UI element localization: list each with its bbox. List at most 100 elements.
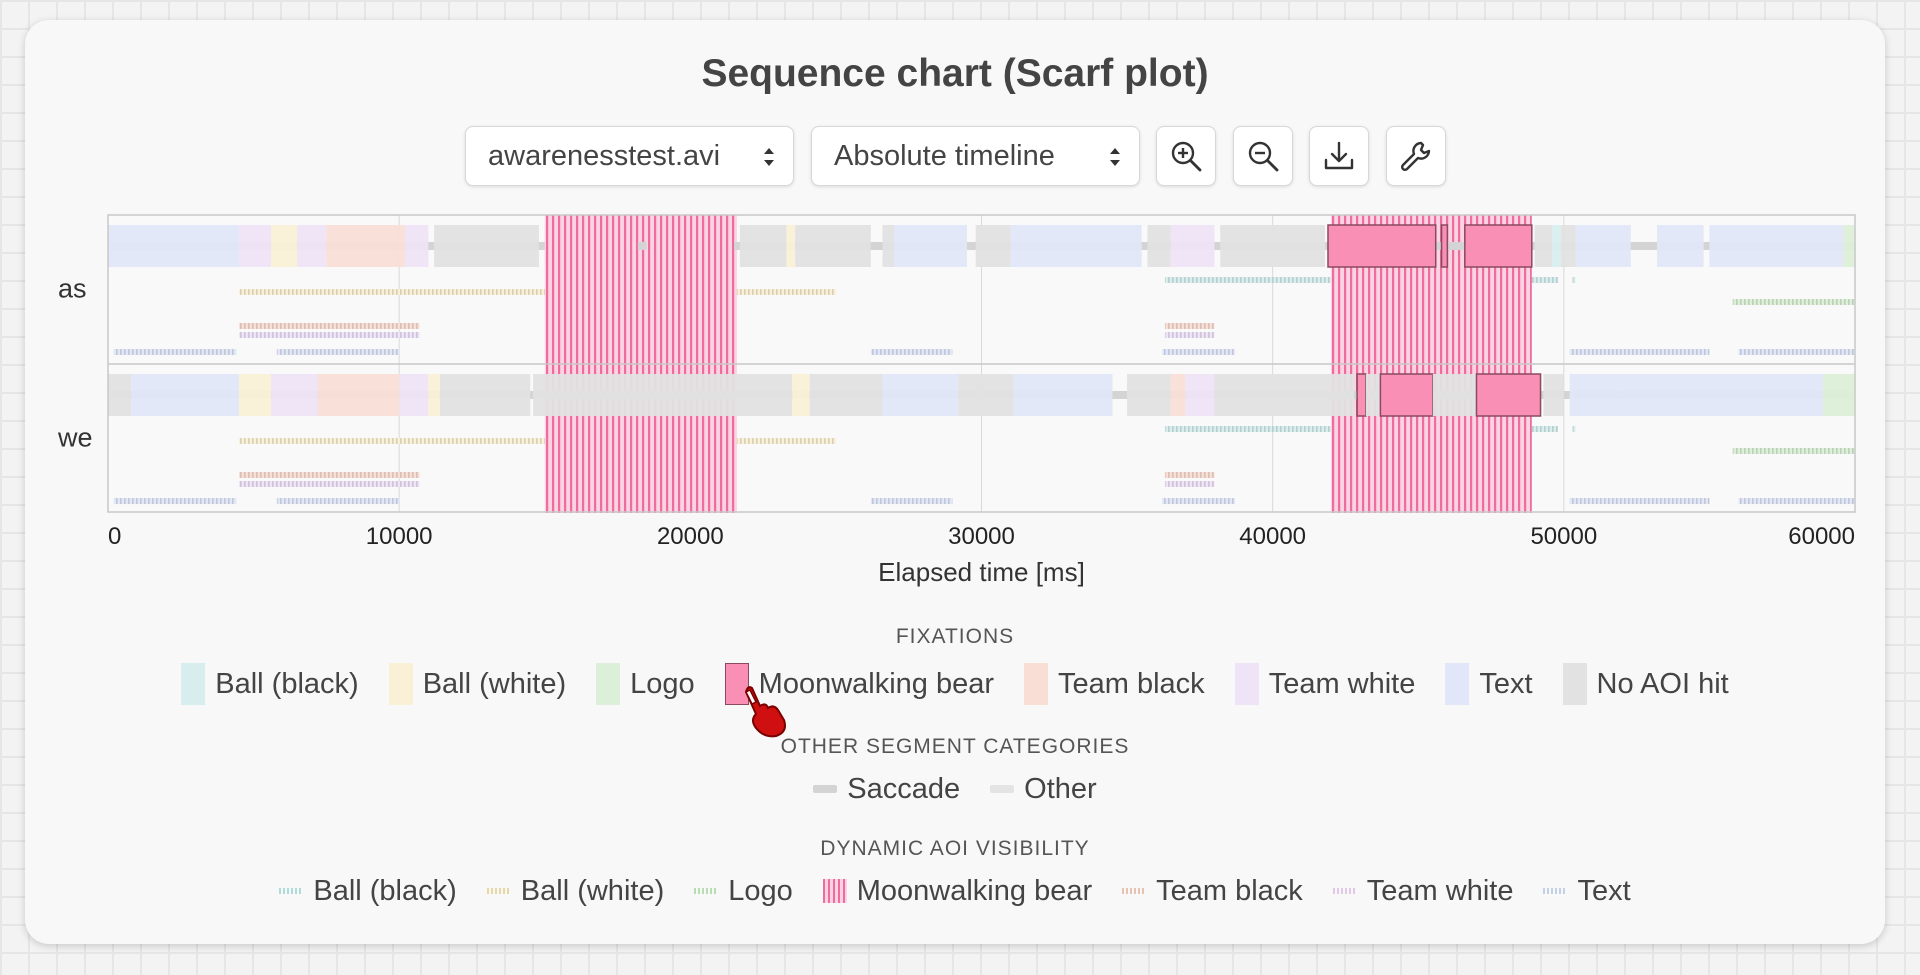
legend-swatch bbox=[486, 888, 511, 894]
legend-visibility-moonwalking-bear[interactable]: Moonwalking bear bbox=[822, 874, 1093, 908]
fixation-no-aoi bbox=[1214, 374, 1355, 416]
download-icon bbox=[1324, 141, 1354, 170]
legend-other-other[interactable]: Other bbox=[990, 773, 1097, 806]
fixation-team-white bbox=[271, 374, 318, 416]
legend-label: Saccade bbox=[847, 772, 961, 805]
fixation-no-aoi bbox=[739, 225, 787, 267]
fixation-no-aoi bbox=[1127, 374, 1171, 416]
fixation-text bbox=[1709, 225, 1844, 267]
fixation-text bbox=[1013, 374, 1113, 416]
x-tick-label: 20000 bbox=[657, 523, 724, 550]
legend-fixation-ball-black[interactable]: Ball (black) bbox=[181, 663, 359, 705]
legend-visibility-logo[interactable]: Logo bbox=[694, 875, 793, 908]
legend-swatch bbox=[1445, 663, 1470, 705]
fixation-no-aoi bbox=[1534, 225, 1553, 267]
legend-fixation-team-black[interactable]: Team black bbox=[1024, 663, 1205, 705]
zoom-out-icon bbox=[1248, 141, 1279, 172]
legend-swatch bbox=[822, 879, 847, 903]
fixation-moonwalking-bear bbox=[1475, 373, 1542, 417]
fixation-ball-white bbox=[271, 225, 298, 267]
x-axis-label: Elapsed time [ms] bbox=[878, 557, 1085, 587]
participant-label: as bbox=[58, 274, 87, 304]
legend-visibility-ball-white[interactable]: Ball (white) bbox=[486, 874, 665, 908]
legend-visibility: Ball (black) Ball (white) Logo Moonwalking … bbox=[0, 872, 1910, 910]
scarf-plot: as we 0 10000 20000 30000 40000 50000 60000 Elaps… bbox=[57, 214, 1856, 587]
fixation-ball-white bbox=[239, 374, 272, 416]
legend-label: Team white bbox=[1268, 667, 1416, 700]
stimulus-select[interactable]: awarenesstest.avi bbox=[465, 126, 794, 186]
settings-button[interactable] bbox=[1386, 126, 1446, 186]
page-title: Sequence chart (Scarf plot) bbox=[701, 52, 1209, 95]
legend-swatch bbox=[596, 663, 621, 705]
fixation-moonwalking-bear bbox=[1464, 224, 1533, 268]
zoom-in-icon bbox=[1171, 141, 1202, 172]
fixation-logo bbox=[1843, 225, 1855, 267]
legend-swatch bbox=[1234, 663, 1259, 705]
fixation-no-aoi bbox=[1432, 374, 1477, 416]
fixation-no-aoi bbox=[958, 374, 1014, 416]
zoom-in-button[interactable] bbox=[1156, 126, 1216, 186]
legend-swatch bbox=[1332, 888, 1357, 894]
legend-visibility-ball-black[interactable]: Ball (black) bbox=[279, 874, 457, 908]
legend-label: Text bbox=[1577, 874, 1631, 907]
legend-other-saccade[interactable]: Saccade bbox=[813, 773, 960, 806]
legend-fixation-logo[interactable]: Logo bbox=[596, 663, 695, 705]
x-tick-label: 0 bbox=[108, 523, 121, 550]
download-button[interactable] bbox=[1309, 126, 1369, 186]
legend-fixations: Ball (black) Ball (white) Logo Moonwalking … bbox=[0, 662, 1910, 706]
legend-other-title: OTHER SEGMENT CATEGORIES bbox=[780, 735, 1130, 758]
fixation-team-white bbox=[297, 225, 327, 267]
legend-fixation-ball-white[interactable]: Ball (white) bbox=[388, 663, 566, 705]
legend-label: Team black bbox=[1156, 874, 1303, 907]
legend-label: Ball (white) bbox=[520, 874, 665, 907]
fixation-logo bbox=[1822, 374, 1855, 416]
fixation-text bbox=[1569, 374, 1623, 416]
fixation-text bbox=[1622, 374, 1823, 416]
legend-swatch bbox=[1543, 888, 1568, 894]
legend-swatch bbox=[694, 888, 719, 894]
fixation-no-aoi bbox=[533, 374, 793, 416]
select-arrows-icon bbox=[1110, 148, 1120, 166]
timeline-select-value: Absolute timeline bbox=[834, 140, 1055, 172]
legend-fixation-team-white[interactable]: Team white bbox=[1234, 663, 1416, 705]
legend-fixation-moonwalking-bear[interactable]: Moonwalking bear bbox=[724, 663, 994, 705]
legend-visibility-text[interactable]: Text bbox=[1543, 874, 1631, 908]
fixation-team-white bbox=[404, 225, 429, 267]
fixation-text bbox=[131, 374, 240, 416]
fixation-no-aoi bbox=[434, 225, 539, 267]
x-tick-label: 10000 bbox=[366, 523, 433, 550]
fixation-no-aoi bbox=[795, 225, 871, 267]
fixation-moonwalking-bear bbox=[1379, 373, 1434, 417]
legend-label: Ball (black) bbox=[313, 874, 457, 907]
legend-swatch bbox=[990, 785, 1015, 793]
fixation-ball-white bbox=[786, 225, 796, 267]
legend-fixations-title: FIXATIONS bbox=[895, 625, 1015, 648]
zoom-out-button[interactable] bbox=[1233, 126, 1293, 186]
legend-visibility-team-black[interactable]: Team black bbox=[1122, 875, 1303, 908]
legend-label: No AOI hit bbox=[1596, 667, 1729, 700]
legend-swatch bbox=[181, 663, 206, 705]
fixation-no-aoi bbox=[108, 374, 132, 416]
legend-label: Moonwalking bear bbox=[856, 874, 1093, 907]
legend-swatch bbox=[724, 663, 749, 705]
fixation-no-aoi bbox=[1560, 225, 1576, 267]
legend-label: Team black bbox=[1058, 667, 1205, 700]
fixation-team-white bbox=[1185, 374, 1215, 416]
legend-label: Other bbox=[1024, 772, 1097, 805]
fixation-team-white bbox=[1170, 225, 1215, 267]
fixation-no-aoi bbox=[1543, 374, 1564, 416]
timeline-select[interactable]: Absolute timeline bbox=[811, 126, 1140, 186]
fixation-no-aoi bbox=[809, 374, 883, 416]
legend-fixation-no-aoi[interactable]: No AOI hit bbox=[1562, 663, 1729, 705]
fixation-team-black bbox=[1170, 374, 1186, 416]
legend-fixation-text[interactable]: Text bbox=[1445, 663, 1533, 705]
fixation-text bbox=[1010, 225, 1142, 267]
fixation-ball-white bbox=[428, 374, 440, 416]
fixation-moonwalking-bear bbox=[544, 225, 638, 267]
x-tick-label: 50000 bbox=[1530, 523, 1597, 550]
select-arrows-icon bbox=[764, 148, 774, 166]
legend-visibility-team-white[interactable]: Team white bbox=[1332, 875, 1513, 908]
x-tick-label: 30000 bbox=[948, 523, 1015, 550]
fixation-no-aoi bbox=[1220, 225, 1326, 267]
fixation-team-white bbox=[239, 225, 272, 267]
